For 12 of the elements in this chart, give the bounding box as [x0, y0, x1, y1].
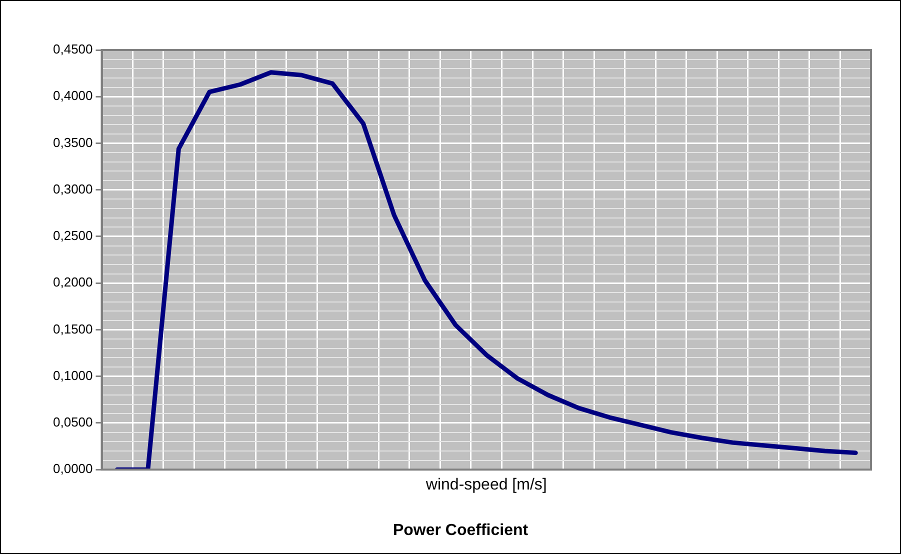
- y-tick-label: 0,4500: [52, 42, 93, 57]
- y-tick-label: 0,1000: [52, 368, 93, 383]
- y-tick-label: 0,2000: [52, 274, 93, 290]
- x-axis-title: wind-speed [m/s]: [424, 476, 547, 494]
- y-tick-label: 0,0500: [52, 414, 93, 430]
- y-tick-label: 0,1500: [52, 321, 93, 336]
- y-tick-label: 0,2500: [52, 228, 93, 244]
- y-tick-label: 0,3000: [52, 181, 93, 196]
- y-tick-label: 0,0000: [52, 461, 93, 476]
- y-tick-label: 0,3500: [52, 134, 93, 150]
- text: Power Coefficient: [392, 522, 529, 539]
- y-tick-label: 0,4000: [52, 88, 93, 104]
